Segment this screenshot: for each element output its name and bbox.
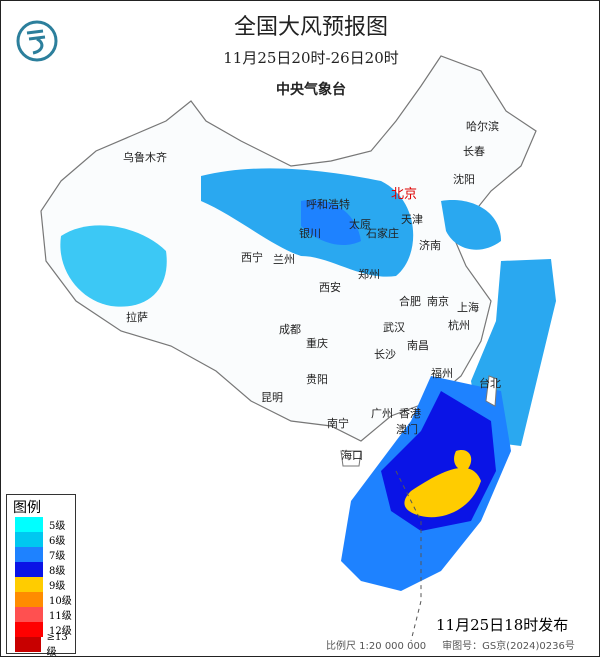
map-title: 全国大风预报图 [233, 15, 388, 40]
wind-region-north-core [301, 200, 361, 246]
legend-label: 7级 [49, 551, 66, 562]
legend-item: 12级 [7, 622, 75, 637]
city-label: 香港 [399, 407, 421, 420]
city-label: 南京 [427, 295, 449, 308]
city-label: 石家庄 [366, 227, 399, 240]
map-approval-number: 审图号：GS京(2024)0236号 [442, 641, 575, 652]
legend-item: 5级 [7, 517, 75, 532]
legend-item: ≥13级 [7, 632, 75, 656]
city-label: 南宁 [327, 417, 349, 430]
legend-swatch [15, 517, 43, 532]
legend-label: 5级 [49, 521, 66, 532]
city-label: 西安 [319, 281, 341, 294]
wind-region-south-sea-9b [454, 450, 472, 471]
legend-swatch [15, 592, 43, 607]
city-label: 合肥 [399, 295, 421, 308]
legend-label: 9级 [49, 581, 66, 592]
city-label: 长春 [463, 145, 485, 158]
legend-item: 9级 [7, 577, 75, 592]
city-label: 郑州 [358, 268, 380, 281]
legend-label: 8级 [49, 566, 66, 577]
legend-item: 6级 [7, 532, 75, 547]
footer: 比例尺 1:20 000 000 审图号：GS京(2024)0236号 [326, 637, 575, 652]
city-label: 福州 [431, 367, 453, 380]
legend-title: 图例 [13, 500, 41, 516]
city-label: 海口 [341, 449, 363, 462]
legend-item: 11级 [7, 607, 75, 622]
legend-item: 10级 [7, 592, 75, 607]
south-sea-boundary [395, 470, 422, 642]
legend-swatch [15, 532, 43, 547]
city-label: 澳门 [396, 423, 418, 436]
legend-swatch [15, 562, 43, 577]
legend-swatch [15, 607, 43, 622]
map-scale: 比例尺 1:20 000 000 [326, 641, 427, 652]
legend-label: 6级 [49, 536, 66, 547]
island-taiwan [485, 375, 498, 407]
city-label: 银川 [299, 227, 321, 240]
city-label: 太原 [349, 218, 371, 231]
wind-region-bohai [441, 200, 501, 250]
legend-label: ≥13级 [46, 631, 68, 657]
legend-swatch [15, 622, 43, 637]
city-label: 台北 [479, 377, 501, 390]
city-label: 天津 [401, 213, 423, 226]
island-hainan [340, 450, 362, 467]
legend: 图例 5级 6级 7级 8级 9级 10级 11级 12级 ≥13级 [6, 494, 76, 656]
city-label: 重庆 [306, 337, 328, 350]
city-label: 兰州 [273, 253, 295, 266]
city-label: 济南 [419, 239, 441, 252]
city-label: 成都 [279, 323, 301, 336]
city-label: 昆明 [261, 391, 283, 404]
city-label: 沈阳 [453, 173, 475, 186]
wind-region-northwest [60, 225, 167, 307]
city-label: 武汉 [383, 321, 405, 334]
legend-label: 11级 [49, 611, 72, 622]
legend-swatch [15, 547, 43, 562]
agency: 中央气象台 [276, 82, 346, 98]
city-label: 乌鲁木齐 [123, 151, 167, 164]
issue-time: 11月25日18时发布 [436, 616, 569, 634]
city-label: 上海 [457, 301, 479, 314]
legend-label: 10级 [49, 596, 72, 607]
city-label: 呼和浩特 [306, 198, 350, 211]
time-range: 11月25日20时-26日20时 [223, 49, 399, 67]
city-label: 杭州 [448, 319, 470, 332]
legend-label: 12级 [49, 626, 72, 637]
city-label: 北京 [391, 187, 418, 202]
city-label: 广州 [371, 407, 393, 420]
cma-logo [16, 20, 58, 62]
wind-region-south-sea-9 [404, 467, 481, 518]
city-label: 拉萨 [126, 311, 148, 324]
city-label: 南昌 [407, 339, 429, 352]
city-label: 哈尔滨 [466, 120, 499, 133]
legend-swatch [15, 577, 43, 592]
city-label: 贵阳 [306, 373, 328, 386]
legend-item: 8级 [7, 562, 75, 577]
city-label: 长沙 [374, 348, 396, 361]
legend-item: 7级 [7, 547, 75, 562]
city-label: 西宁 [241, 251, 263, 264]
legend-swatch [15, 637, 41, 652]
